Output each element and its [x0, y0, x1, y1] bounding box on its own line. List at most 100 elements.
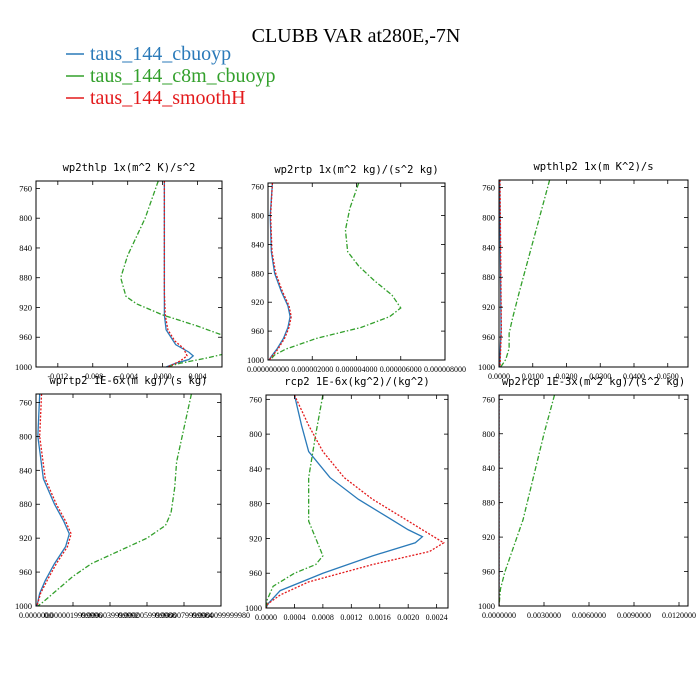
x-tick-label: 0.0060000: [572, 611, 606, 620]
series-group: [36, 394, 193, 606]
x-tick-label: 0.000002000: [291, 365, 333, 374]
x-tick-label: 0.0300: [589, 372, 611, 381]
panel-title: wp2rcp 1E-3x(m^2 kg)/(s^2 kg): [502, 376, 685, 388]
y-tick-label: 880: [19, 499, 32, 509]
y-tick-label: 800: [251, 211, 264, 221]
series-line-taus_144_cbuoyp: [36, 394, 70, 606]
y-tick-label: 760: [482, 394, 495, 404]
x-tick-label: 0.0000059999988: [118, 611, 176, 620]
y-tick-label: 840: [19, 243, 32, 253]
plot-frame: [265, 394, 449, 609]
y-tick-label: 960: [249, 568, 262, 578]
panel-1: wp2thlp 1x(m^2 K)/s^2 760 800 840 880 920 960 1…: [15, 162, 223, 381]
y-tick-label: 880: [482, 498, 495, 508]
y-tick-label: 760: [19, 183, 32, 193]
y-tick-label: 960: [19, 567, 32, 577]
series-line-taus_144_c8m_cbuoyp: [37, 394, 193, 606]
panel-title: wp2rtp 1x(m^2 kg)/(s^2 kg): [274, 164, 438, 176]
x-tick-label: 0.0100: [522, 372, 544, 381]
y-tick-label: 760: [19, 397, 32, 407]
x-tick-label: 0.0000039999992: [81, 611, 139, 620]
x-tick-label: 0.0200: [556, 372, 578, 381]
series-line-taus_144_c8m_cbuoyp: [120, 181, 222, 367]
x-tick-label: 0.0004: [283, 613, 305, 622]
x-tick-label: 0.0000: [255, 613, 277, 622]
y-tick-label: 840: [251, 239, 264, 249]
y-tick-label: 960: [482, 332, 495, 342]
x-tick-label: 0.000008000: [424, 365, 466, 374]
legend-entry: taus_144_c8m_cbuoyp: [66, 65, 276, 87]
panel-2: wp2rtp 1x(m^2 kg)/(s^2 kg) 760 800 840 880 92…: [247, 164, 466, 374]
y-tick-label: 800: [482, 212, 495, 222]
series-line-taus_144_cbuoyp: [266, 395, 424, 608]
series-line-taus_144_smoothH: [266, 395, 445, 608]
x-tick-label: 0.000000000: [247, 365, 289, 374]
y-tick-label: 1000: [15, 601, 32, 611]
y-tick-label: 920: [482, 302, 495, 312]
y-tick-label: 800: [249, 429, 262, 439]
legend-entry: taus_144_smoothH: [66, 87, 246, 109]
x-tick-label: 0.0024: [426, 613, 448, 622]
plot-frame: [498, 394, 689, 607]
x-tick-label: 0.0000019999996: [44, 611, 102, 620]
y-tick-label: 840: [249, 464, 262, 474]
legend: taus_144_cbuoyp taus_144_c8m_cbuoyp taus…: [66, 43, 276, 109]
y-tick-label: 840: [482, 463, 495, 473]
y-tick-label: 960: [19, 332, 32, 342]
series-group: [266, 395, 445, 608]
series-group: [268, 183, 402, 360]
x-tick-label: 0.0016: [369, 613, 391, 622]
x-tick-label: 0.0008: [312, 613, 334, 622]
x-tick-label: -0.004: [117, 372, 138, 381]
x-tick-label: 0.0000079999984: [155, 611, 213, 620]
y-tick-label: 960: [251, 326, 264, 336]
y-tick-label: 1000: [478, 362, 495, 372]
series-line-taus_144_c8m_cbuoyp: [266, 395, 324, 608]
y-tick-label: 880: [249, 499, 262, 509]
x-tick-label: 0.0000099999980: [192, 611, 250, 620]
series-line-taus_144_smoothH: [163, 181, 188, 367]
panel-title: rcp2 1E-6x(kg^2)/(kg^2): [284, 376, 429, 388]
y-tick-label: 960: [482, 567, 495, 577]
x-tick-label: 0.004: [189, 372, 207, 381]
y-tick-label: 1000: [15, 362, 32, 372]
x-tick-label: 0.0000: [488, 372, 510, 381]
plot-frame: [267, 182, 446, 361]
y-tick-label: 880: [482, 272, 495, 282]
y-tick-label: 1000: [245, 603, 262, 613]
x-tick-label: 0.0012: [340, 613, 362, 622]
plot-frame: [35, 393, 222, 607]
x-tick-label: 0.0000000: [19, 611, 53, 620]
legend-label-cbuoyp: taus_144_cbuoyp: [90, 43, 231, 65]
y-tick-label: 760: [249, 394, 262, 404]
y-tick-label: 760: [482, 182, 495, 192]
y-tick-label: 840: [19, 465, 32, 475]
y-tick-label: 880: [19, 273, 32, 283]
y-tick-label: 800: [19, 213, 32, 223]
y-tick-label: 920: [19, 302, 32, 312]
x-tick-label: 0.0120000: [662, 611, 696, 620]
panel-title: wprtp2 1E-6x(m kg)/(s kg): [49, 375, 207, 387]
series-group: [499, 395, 556, 606]
y-tick-label: 880: [251, 268, 264, 278]
y-tick-label: 800: [482, 429, 495, 439]
legend-label-c8m: taus_144_c8m_cbuoyp: [90, 65, 276, 87]
panel-4: wprtp2 1E-6x(m kg)/(s kg) 760 800 840 880 920…: [15, 375, 250, 620]
plot-frame: [35, 180, 223, 368]
panel-title: wp2thlp 1x(m^2 K)/s^2: [63, 162, 196, 174]
y-tick-label: 1000: [478, 601, 495, 611]
x-tick-label: 0.0090000: [617, 611, 651, 620]
x-tick-label: 0.000: [154, 372, 172, 381]
panel-3: wpthlp2 1x(m K^2)/s 760 800 840 880 920 960 100…: [478, 161, 689, 381]
x-tick-label: 0.0500: [657, 372, 679, 381]
x-tick-label: 0.000006000: [380, 365, 422, 374]
y-tick-label: 840: [482, 242, 495, 252]
series-line-taus_144_smoothH: [268, 183, 292, 360]
legend-entry: taus_144_cbuoyp: [66, 43, 231, 65]
panel-6: wp2rcp 1E-3x(m^2 kg)/(s^2 kg) 760 800 840 88…: [478, 376, 696, 620]
panels: wp2thlp 1x(m^2 K)/s^2 760 800 840 880 920 960 1…: [15, 161, 696, 622]
x-tick-label: 0.0020: [397, 613, 419, 622]
y-tick-label: 800: [19, 431, 32, 441]
x-tick-label: 0.0000000: [482, 611, 516, 620]
y-tick-label: 920: [19, 533, 32, 543]
